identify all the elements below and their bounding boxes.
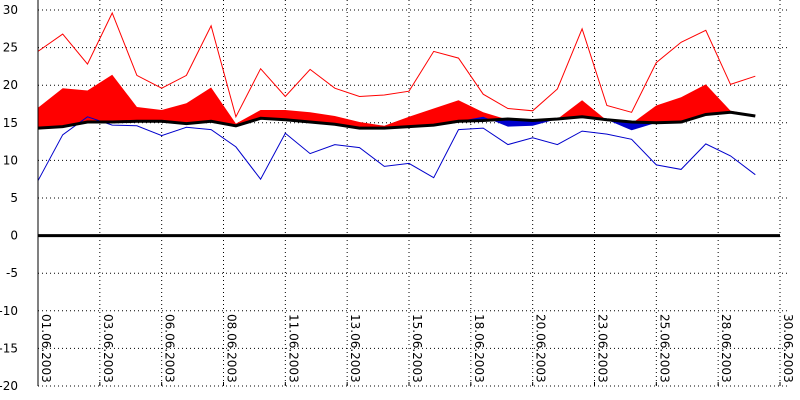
series-lines [37,11,756,181]
x-tick-label: 08.06.2003 [225,314,239,383]
x-tick-label: 23.06.2003 [596,314,610,383]
y-tick-label: 5 [10,191,18,205]
tick-labels: 30 25 20 15 10 5 0 -5 -10 -15 -20 01.06.2003 03.06.2… [0,3,795,393]
y-tick-label: -10 [0,304,18,318]
series-line-baseline [37,110,756,130]
x-tick-label: 28.06.2003 [719,314,733,383]
y-tick-label: -5 [6,266,18,280]
y-tick-label: 20 [3,78,18,92]
x-tick-label: 13.06.2003 [348,314,362,383]
axes [37,0,781,386]
x-tick-label: 20.06.2003 [534,314,548,383]
y-tick-label: 30 [3,3,18,17]
y-tick-label: 15 [3,116,18,130]
series-line-min [37,116,756,181]
x-tick-label: 25.06.2003 [657,314,671,383]
x-tick-label: 06.06.2003 [163,314,177,383]
x-tick-label: 15.06.2003 [410,314,424,383]
y-tick-label: 0 [10,229,18,243]
y-tick-label: 25 [3,41,18,55]
x-tick-label: 01.06.2003 [39,314,53,383]
y-tick-label: -15 [0,341,18,355]
y-tick-label: 10 [3,153,18,167]
y-tick-label: -20 [0,379,18,393]
x-tick-label: 18.06.2003 [472,314,486,383]
x-tick-label: 30.06.2003 [781,314,795,383]
x-tick-label: 11.06.2003 [286,314,300,383]
x-tick-label: 03.06.2003 [101,314,115,383]
series-line-max [37,11,756,119]
red-area [38,74,756,129]
